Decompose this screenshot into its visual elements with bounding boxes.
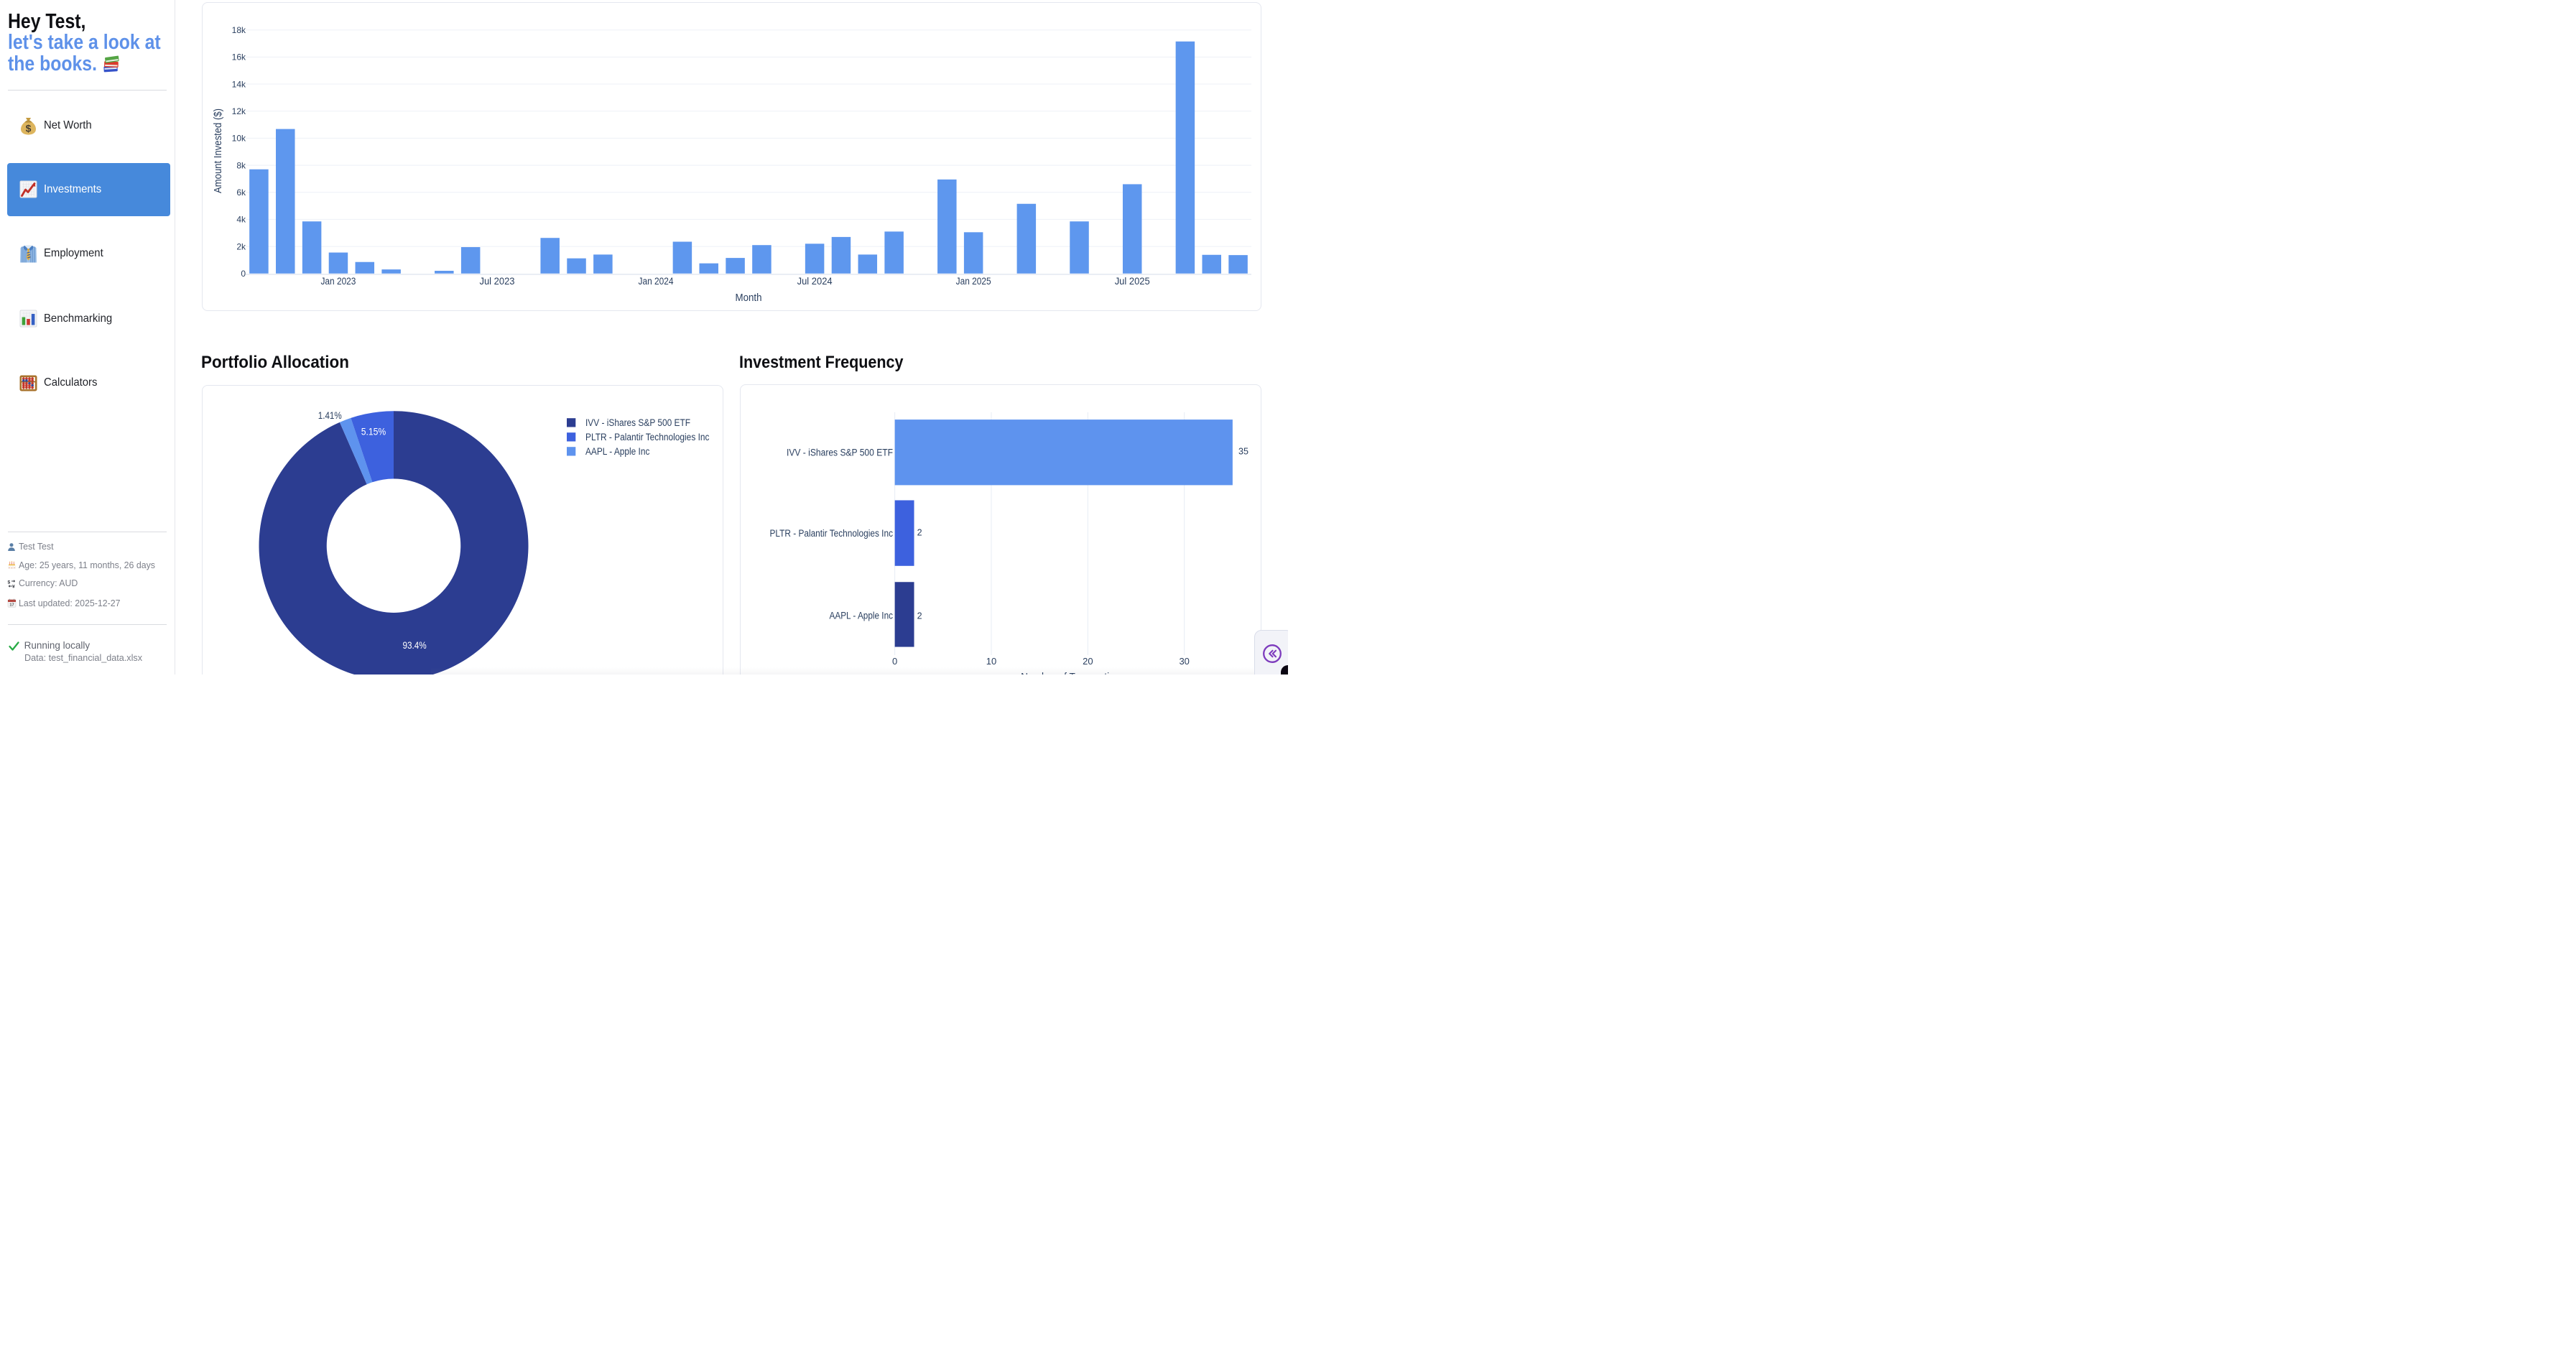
svg-text:0: 0 <box>892 656 897 667</box>
svg-text:5.15%: 5.15% <box>361 426 386 437</box>
svg-text:4k: 4k <box>236 214 246 224</box>
svg-text:17: 17 <box>9 603 14 608</box>
svg-text:10k: 10k <box>231 133 246 143</box>
svg-text:0: 0 <box>241 268 246 278</box>
svg-text:$: $ <box>8 580 11 585</box>
svg-text:6k: 6k <box>236 187 246 197</box>
svg-text:Jul 2024: Jul 2024 <box>797 276 832 287</box>
svg-text:Amount Invested ($): Amount Invested ($) <box>212 108 224 193</box>
svg-text:Jan 2023: Jan 2023 <box>320 276 356 287</box>
svg-text:Jan 2024: Jan 2024 <box>638 276 673 287</box>
svg-text:PLTR - Palantir Technologies I: PLTR - Palantir Technologies Inc <box>769 528 893 539</box>
svg-text:AAPL - Apple Inc: AAPL - Apple Inc <box>585 446 650 457</box>
svg-text:¥: ¥ <box>12 584 15 588</box>
svg-text:Jan 2025: Jan 2025 <box>955 276 991 287</box>
svg-text:18k: 18k <box>231 24 246 34</box>
svg-text:14k: 14k <box>231 79 246 89</box>
svg-text:2: 2 <box>917 611 922 621</box>
svg-text:2k: 2k <box>236 241 246 251</box>
svg-text:IVV - iShares S&P 500 ETF: IVV - iShares S&P 500 ETF <box>787 448 893 458</box>
svg-text:16k: 16k <box>231 52 246 62</box>
svg-text:93.4%: 93.4% <box>402 639 426 651</box>
svg-text:AAPL - Apple Inc: AAPL - Apple Inc <box>829 611 893 621</box>
svg-text:Jul 2025: Jul 2025 <box>1114 276 1149 287</box>
svg-text:30: 30 <box>1179 656 1189 667</box>
svg-text:Jul 2023: Jul 2023 <box>479 276 514 287</box>
svg-text:Month: Month <box>735 292 761 304</box>
svg-text:12k: 12k <box>231 106 246 116</box>
svg-text:2: 2 <box>917 528 922 538</box>
svg-text:IVV - iShares S&P 500 ETF: IVV - iShares S&P 500 ETF <box>585 417 690 428</box>
svg-text:$: $ <box>26 122 32 134</box>
svg-text:Number of Transactions: Number of Transactions <box>1021 671 1125 674</box>
svg-text:20: 20 <box>1083 656 1093 667</box>
svg-text:35: 35 <box>1238 447 1248 457</box>
svg-text:PLTR - Palantir Technologies I: PLTR - Palantir Technologies Inc <box>585 432 710 442</box>
svg-text:1.41%: 1.41% <box>318 409 341 421</box>
svg-text:10: 10 <box>986 656 996 667</box>
svg-text:8k: 8k <box>236 160 246 170</box>
